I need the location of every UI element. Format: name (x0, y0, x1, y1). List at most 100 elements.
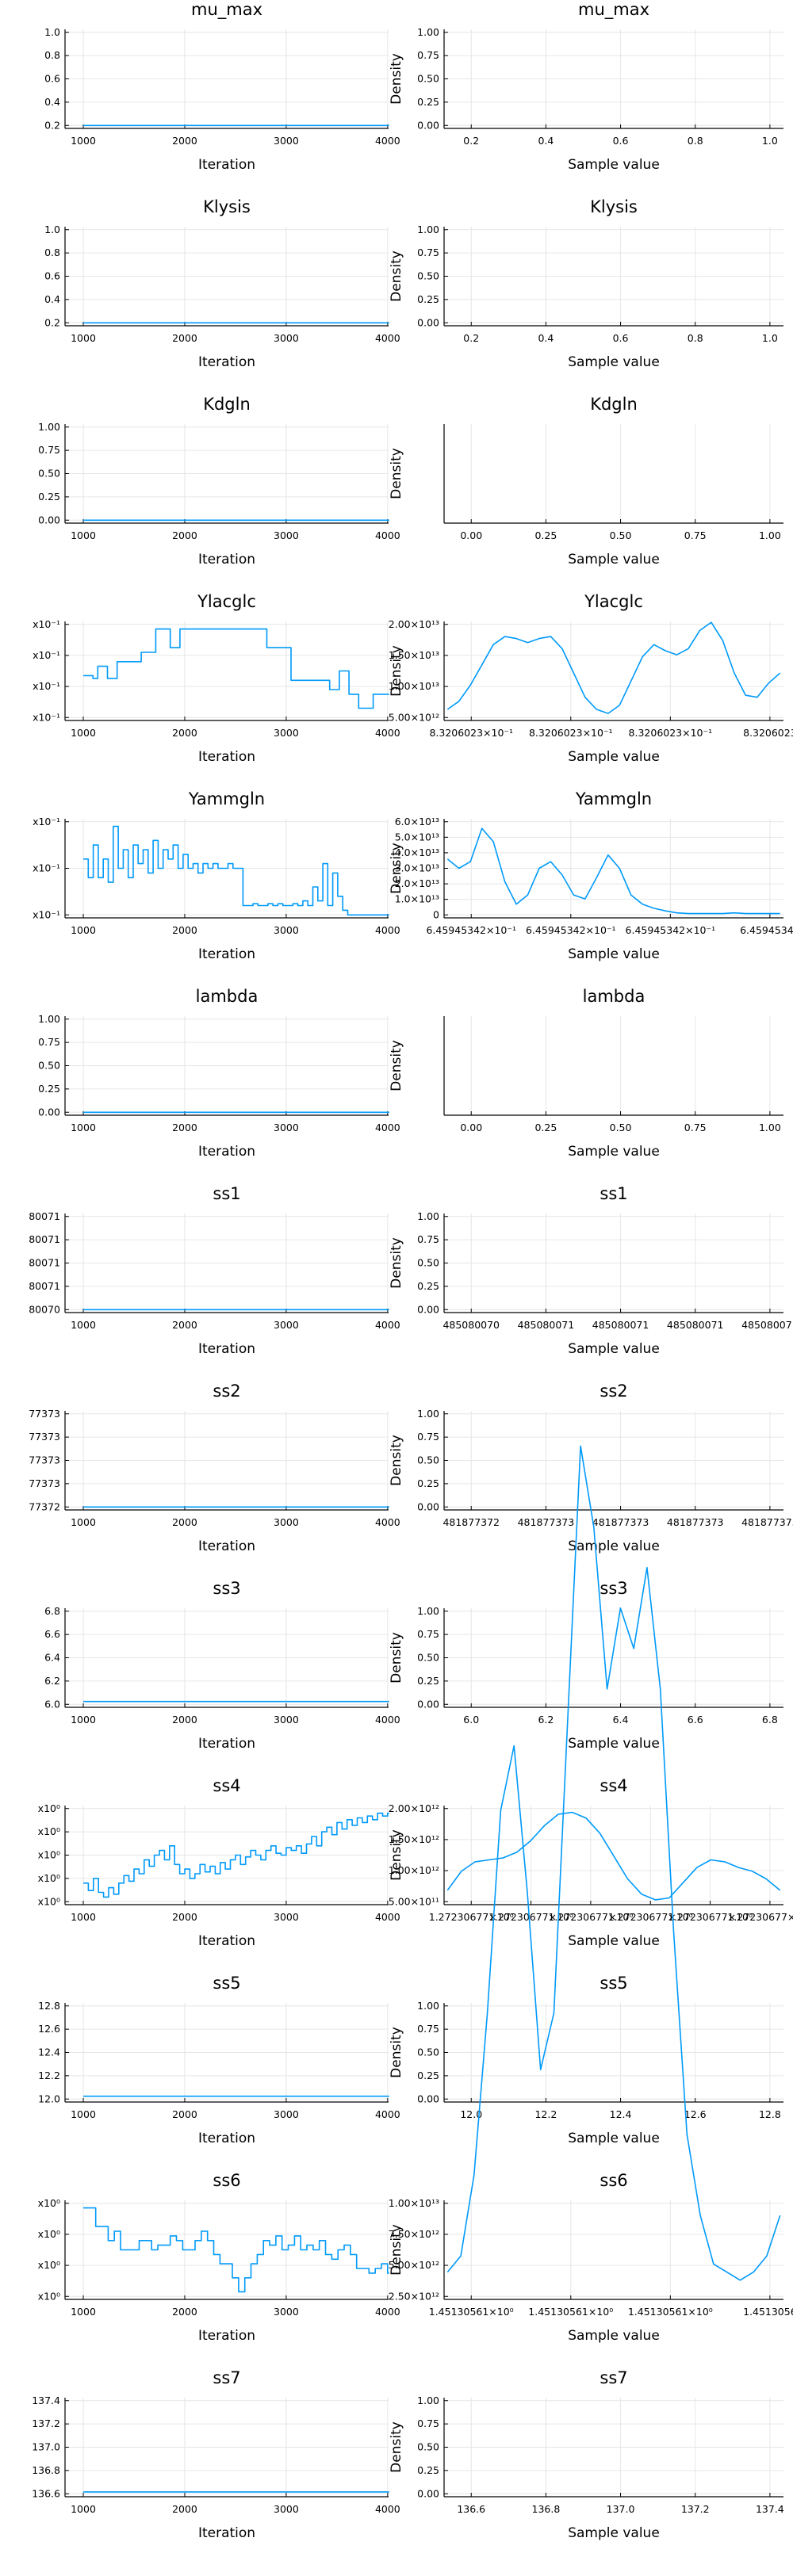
trace-y-tick-label: 6.6 (44, 1628, 60, 1640)
trace-y-tick-label: 137.0 (32, 2441, 60, 2453)
trace-y-tick-label: x10⁰ (38, 1895, 60, 1907)
density-y-tick-label: 0.75 (417, 1628, 439, 1640)
density-y-tick-label: 2.00×10¹³ (389, 618, 439, 630)
density-x-label: Sample value (568, 1933, 660, 1949)
trace-x-tick-label: 3000 (274, 2108, 299, 2120)
density-x-label: Sample value (568, 1144, 660, 1160)
trace-y-tick-label: 80070 (29, 1303, 60, 1315)
density-x-tick-label: 0.8 (688, 332, 703, 344)
density-y-tick-label: 0.00 (417, 2487, 439, 2499)
trace-y-tick-label: x10⁰ (38, 1849, 60, 1861)
density-y-tick-label: 2.50×10¹² (389, 2290, 439, 2302)
trace-x-label: Iteration (198, 1341, 255, 1357)
trace-x-tick-label: 4000 (375, 1911, 400, 1923)
trace-x-tick-label: 4000 (375, 135, 400, 147)
density-x-tick-label: 481877372 (442, 1516, 500, 1528)
density-x-tick-label: 0.6 (613, 135, 629, 147)
trace-y-tick-label: 1.00 (38, 421, 60, 433)
density-x-tick-label: 485080071 (592, 1319, 649, 1331)
density-x-tick-label: 1.27230677×10⁰ (548, 1911, 633, 1923)
trace-y-tick-label: 0.75 (38, 444, 60, 456)
density-x-tick-label: 136.8 (532, 2503, 561, 2515)
trace-x-tick-label: 2000 (172, 2108, 197, 2120)
density-y-tick-label: 0.25 (417, 96, 439, 108)
trace-x-tick-label: 3000 (274, 727, 299, 739)
density-y-tick-label: 6.0×10¹³ (395, 816, 439, 827)
trace-x-tick-label: 2000 (172, 924, 197, 936)
density-y-tick-label: 0.75 (417, 1233, 439, 1245)
density-x-tick-label: 0.50 (610, 529, 632, 541)
density-x-label: Sample value (568, 2131, 660, 2146)
trace-y-tick-label: 80071 (29, 1210, 60, 1222)
trace-series-line (83, 2207, 389, 2293)
density-x-tick-label: 12.2 (534, 2108, 557, 2120)
trace-x-tick-label: 2000 (172, 529, 197, 541)
density-y-tick-label: 1.00×10¹³ (389, 2197, 439, 2209)
density-x-tick-label: 481877373 (667, 1516, 724, 1528)
trace-plot-area (65, 621, 389, 720)
trace-x-tick-label: 1000 (71, 1714, 96, 1726)
trace-y-tick-label: x10⁻¹ (33, 680, 60, 692)
density-y-tick-label: 1.00 (417, 1605, 439, 1617)
density-y-tick-label: 1.0×10¹³ (395, 893, 439, 905)
density-x-label: Sample value (568, 2525, 660, 2541)
density-x-tick-label: 8.3206023×10⁻¹ (429, 727, 513, 739)
trace-y-tick-label: 0.50 (38, 468, 60, 480)
density-y-tick-label: 1.00 (417, 1210, 439, 1222)
trace-y-tick-label: 12.0 (38, 2093, 60, 2104)
density-y-tick-label: 0.75 (417, 49, 439, 61)
trace-y-tick-label: 12.8 (38, 2000, 60, 2012)
density-x-label: Sample value (568, 2328, 660, 2344)
trace-y-tick-label: 0.2 (44, 316, 60, 328)
density-y-tick-label: 5.0×10¹³ (395, 831, 439, 843)
density-x-tick-label: 1.45130561×10⁰ (528, 2306, 613, 2318)
trace-x-label: Iteration (198, 1736, 255, 1752)
density-y-label: Density (389, 448, 404, 499)
trace-x-label: Iteration (198, 1538, 255, 1554)
trace-x-label: Iteration (198, 2131, 255, 2146)
density-y-tick-label: 0.00 (417, 1698, 439, 1710)
density-title: ss7 (600, 2368, 627, 2387)
trace-x-tick-label: 3000 (274, 1714, 299, 1726)
density-x-tick-label: 6.8 (762, 1714, 778, 1726)
trace-x-label: Iteration (198, 1933, 255, 1949)
density-title: ss3 (600, 1579, 627, 1598)
density-x-label: Sample value (568, 749, 660, 765)
trace-x-tick-label: 4000 (375, 2108, 400, 2120)
density-y-tick-label: 0 (433, 908, 439, 920)
trace-x-label: Iteration (198, 2328, 255, 2344)
density-x-label: Sample value (568, 354, 660, 370)
density-y-tick-label: 0.00 (417, 119, 439, 131)
density-y-tick-label: 0.75 (417, 247, 439, 258)
trace-y-tick-label: 137.4 (32, 2394, 60, 2406)
trace-x-label: Iteration (198, 354, 255, 370)
trace-y-tick-label: x10⁰ (38, 2228, 60, 2240)
trace-x-tick-label: 1000 (71, 1319, 96, 1331)
density-x-tick-label: 0.25 (534, 529, 557, 541)
trace-y-tick-label: x10⁻¹ (33, 649, 60, 661)
trace-y-tick-label: 77372 (29, 1500, 60, 1512)
density-x-label: Sample value (568, 552, 660, 568)
parameter-row-Yammgln: Yammgln 1000 2000 3000 4000 x10⁻¹ x10⁻¹ x10⁻¹ It… (33, 789, 793, 962)
trace-x-tick-label: 3000 (274, 529, 299, 541)
trace-x-tick-label: 2000 (172, 2503, 197, 2515)
trace-y-tick-label: x10⁰ (38, 2290, 60, 2302)
trace-x-tick-label: 4000 (375, 1319, 400, 1331)
parameter-row-mu_max: mu_max 1000 2000 3000 4000 0.2 0.4 0.6 0.8 1.0 Ite… (44, 0, 783, 173)
density-x-tick-label: 12.8 (759, 2108, 781, 2120)
parameter-row-ss2: ss2 1000 2000 3000 4000 77372 77373 77373 77373 7… (29, 1382, 793, 1554)
density-x-tick-label: 1.0 (762, 332, 778, 344)
trace-x-tick-label: 2000 (172, 1122, 197, 1133)
trace-x-tick-label: 4000 (375, 1122, 400, 1133)
density-x-tick-label: 6.45945342×10⁻¹ (526, 924, 616, 936)
trace-title: Kdgln (203, 395, 251, 414)
density-x-tick-label: 6.2 (538, 1714, 554, 1726)
density-x-tick-label: 6.45945342 (740, 924, 793, 936)
trace-x-tick-label: 1000 (71, 529, 96, 541)
density-y-label: Density (389, 843, 404, 894)
density-x-tick-label: 0.00 (460, 1122, 482, 1133)
trace-x-label: Iteration (198, 946, 255, 962)
density-y-tick-label: 0.00 (417, 1303, 439, 1315)
density-y-tick-label: 1.00×10¹² (389, 1864, 439, 1876)
density-x-tick-label: 1.45130561×10⁰ (429, 2306, 514, 2318)
